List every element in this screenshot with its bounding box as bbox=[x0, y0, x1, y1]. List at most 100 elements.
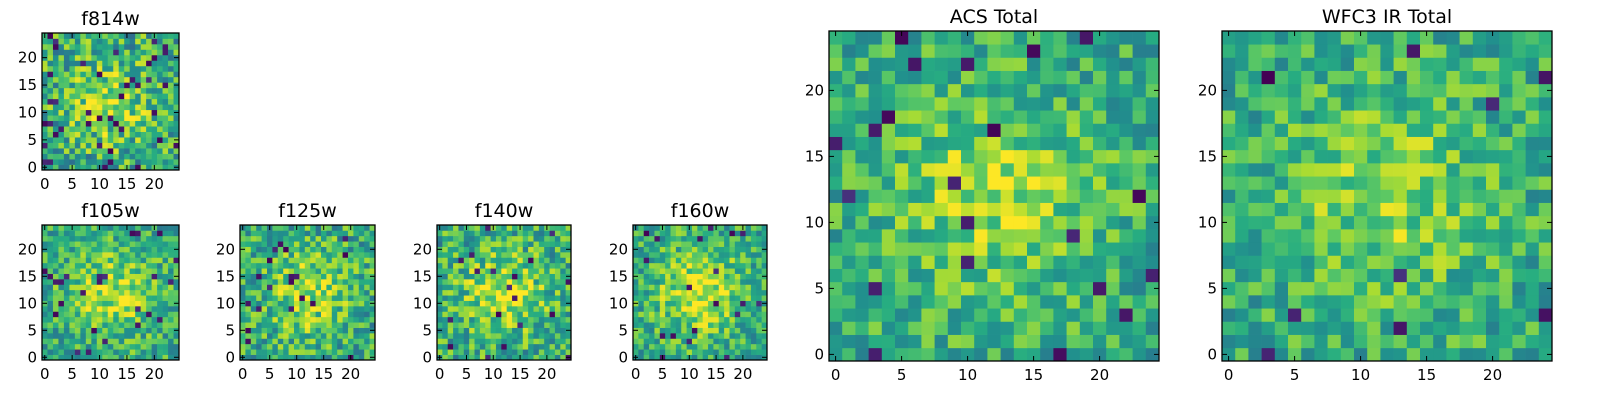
heatmap-cell bbox=[74, 279, 81, 285]
heatmap-cell bbox=[283, 225, 289, 231]
heatmap-cell bbox=[42, 284, 48, 291]
heatmap-cell bbox=[140, 153, 147, 160]
heatmap-cell bbox=[1248, 149, 1262, 164]
heatmap-cell bbox=[342, 300, 349, 307]
heatmap-cell bbox=[681, 262, 687, 269]
heatmap-cell bbox=[1446, 70, 1460, 85]
heatmap-cell bbox=[1040, 44, 1054, 58]
heatmap-cell bbox=[485, 311, 491, 318]
chart-title: f160w bbox=[671, 200, 730, 222]
heatmap-cell bbox=[118, 115, 125, 122]
heatmap-cell bbox=[74, 289, 81, 296]
heatmap-cell bbox=[895, 70, 909, 85]
heatmap-cell bbox=[272, 289, 279, 296]
heatmap-cell bbox=[1380, 149, 1394, 164]
heatmap-cell bbox=[321, 289, 327, 296]
heatmap-cell bbox=[358, 316, 365, 323]
heatmap-cell bbox=[1499, 123, 1513, 137]
heatmap-cell bbox=[245, 333, 252, 339]
heatmap-cell bbox=[173, 284, 180, 291]
heatmap-cell bbox=[85, 225, 92, 231]
heatmap-cell bbox=[80, 268, 87, 274]
heatmap-cell bbox=[85, 349, 92, 355]
heatmap-cell bbox=[337, 354, 343, 361]
heatmap-cell bbox=[1340, 321, 1355, 335]
heatmap-cell bbox=[560, 273, 566, 280]
heatmap-cell bbox=[675, 295, 682, 301]
heatmap-cell bbox=[58, 60, 65, 67]
heatmap-cell bbox=[654, 235, 661, 242]
heatmap-cell bbox=[987, 281, 1001, 296]
heatmap-cell bbox=[168, 327, 174, 334]
heatmap-cell bbox=[544, 333, 550, 339]
heatmap-cell bbox=[1132, 57, 1147, 71]
heatmap-cell bbox=[842, 123, 856, 137]
heatmap-cell bbox=[921, 308, 935, 322]
heatmap-cell bbox=[458, 333, 465, 339]
heatmap-cell bbox=[437, 241, 443, 247]
heatmap-cell bbox=[708, 289, 714, 296]
heatmap-cell bbox=[151, 71, 158, 78]
heatmap-cell bbox=[162, 153, 169, 160]
heatmap-cell bbox=[686, 257, 693, 264]
heatmap-cell bbox=[91, 327, 98, 334]
heatmap-cell bbox=[168, 262, 174, 269]
heatmap-cell bbox=[353, 225, 360, 231]
heatmap-cell bbox=[353, 338, 360, 345]
heatmap-cell bbox=[560, 289, 566, 296]
heatmap-cell bbox=[1000, 123, 1015, 137]
heatmap-cell bbox=[52, 322, 59, 328]
heatmap-cell bbox=[168, 295, 174, 301]
heatmap-cell bbox=[1053, 321, 1067, 335]
heatmap-cell bbox=[118, 98, 125, 105]
heatmap-cell bbox=[74, 87, 81, 94]
heatmap-cell bbox=[1525, 281, 1540, 296]
heatmap-cell bbox=[256, 316, 262, 323]
heatmap-cell bbox=[85, 306, 92, 312]
heatmap-cell bbox=[1013, 229, 1028, 243]
heatmap-cell bbox=[947, 149, 962, 164]
heatmap-cell bbox=[469, 230, 475, 237]
heatmap-cell bbox=[342, 279, 349, 285]
heatmap-cell bbox=[250, 343, 257, 350]
heatmap-cell bbox=[294, 273, 300, 280]
heatmap-cell bbox=[80, 295, 87, 301]
heatmap-cell bbox=[633, 338, 639, 345]
heatmap-cell bbox=[1288, 123, 1302, 137]
heatmap-cell bbox=[961, 83, 975, 98]
heatmap-cell bbox=[74, 354, 81, 361]
heatmap-cell bbox=[1066, 347, 1081, 362]
heatmap-cell bbox=[124, 241, 131, 247]
heatmap-cell bbox=[517, 311, 524, 318]
heatmap-cell bbox=[113, 87, 120, 94]
heatmap-cell bbox=[842, 189, 856, 203]
heatmap-cell bbox=[697, 279, 704, 285]
heatmap-cell bbox=[649, 257, 655, 264]
heatmap-cell bbox=[1393, 163, 1408, 177]
heatmap-cell bbox=[96, 60, 103, 67]
heatmap-cell bbox=[501, 311, 508, 318]
heatmap-cell bbox=[528, 311, 534, 318]
heatmap-cell bbox=[52, 164, 59, 171]
heatmap-cell bbox=[987, 334, 1001, 349]
heatmap-cell bbox=[1433, 70, 1447, 85]
heatmap-cell bbox=[113, 252, 120, 258]
heatmap-cell bbox=[681, 327, 687, 334]
heatmap-cell bbox=[1027, 295, 1041, 309]
heatmap-cell bbox=[729, 246, 736, 253]
heatmap-cell bbox=[272, 246, 279, 253]
heatmap-cell bbox=[560, 235, 566, 242]
heatmap-cell bbox=[250, 279, 257, 285]
heatmap-cell bbox=[1288, 189, 1302, 203]
heatmap-cell bbox=[304, 225, 311, 231]
heatmap-cell bbox=[1261, 176, 1276, 190]
heatmap-cell bbox=[1354, 215, 1368, 230]
heatmap-cell bbox=[560, 230, 566, 237]
heatmap-cell bbox=[348, 257, 354, 264]
heatmap-cell bbox=[881, 308, 896, 322]
heatmap-cell bbox=[80, 279, 87, 285]
heatmap-cell bbox=[1145, 149, 1160, 164]
heatmap-cell bbox=[63, 76, 70, 83]
heatmap-cell bbox=[565, 284, 572, 291]
heatmap-cell bbox=[261, 279, 268, 285]
